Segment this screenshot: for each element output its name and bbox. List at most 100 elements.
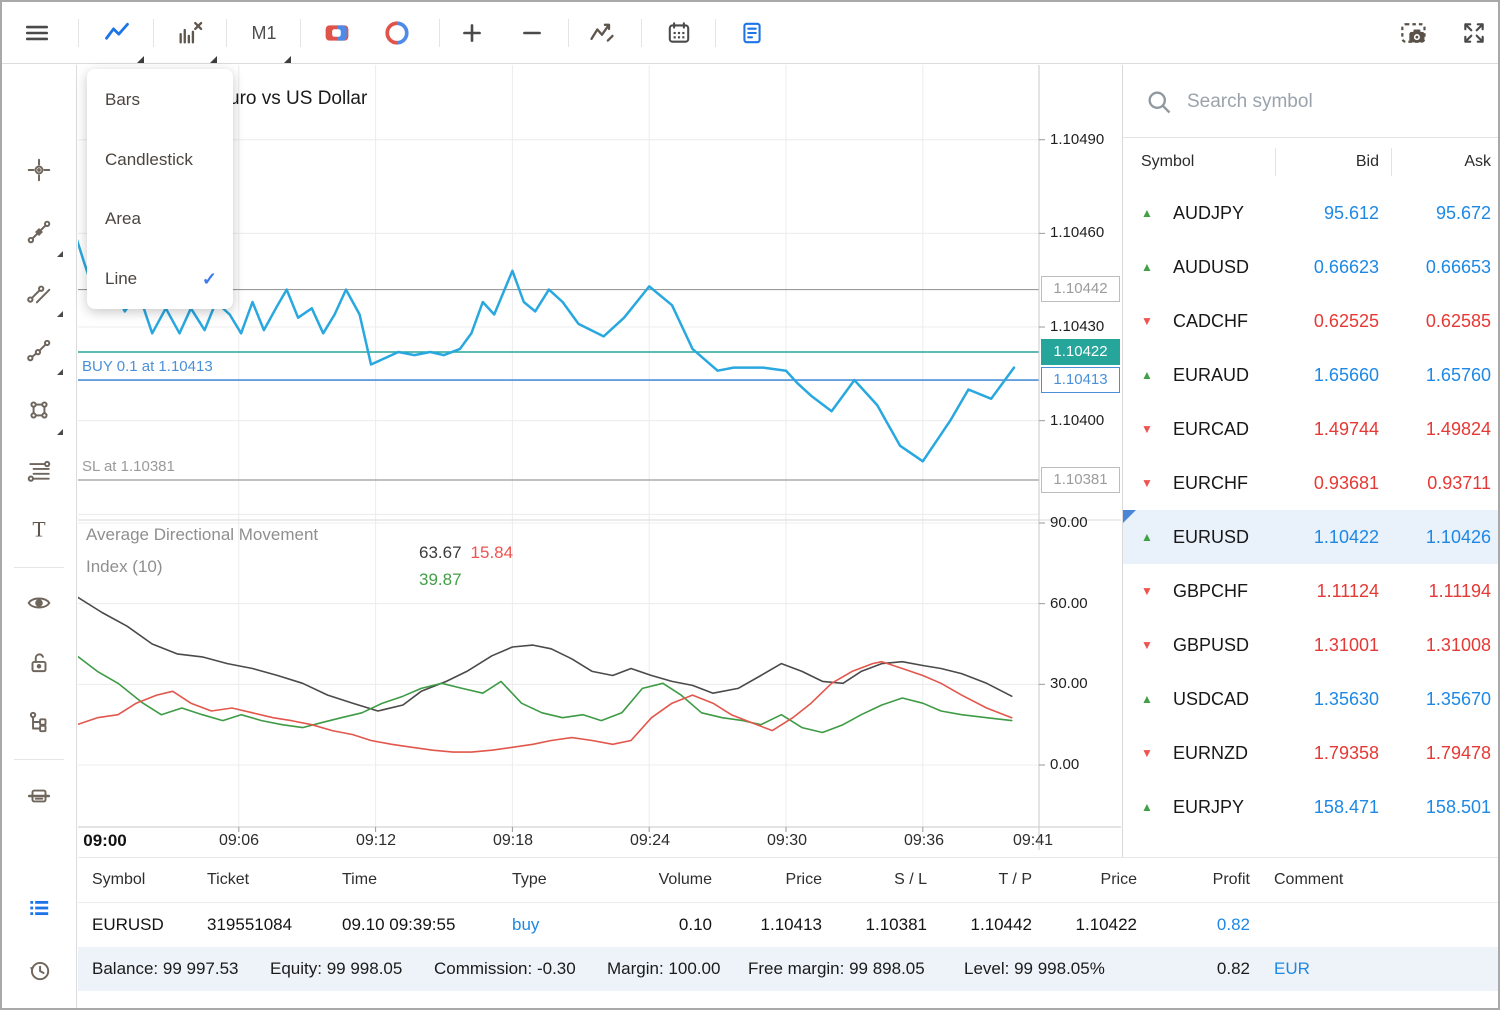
adx-value: 63.67 [419, 543, 462, 562]
bid-price: 95.612 [1291, 203, 1393, 224]
trend-arrow-icon: ▲ [1141, 260, 1173, 274]
shape-tool-button[interactable] [14, 385, 64, 435]
drawing-toolbar: T [2, 65, 77, 1010]
timeframe-button[interactable]: M1 [241, 10, 287, 56]
commission-value: Commission: -0.30 [434, 947, 576, 991]
time-axis-label: 09:41 [1013, 831, 1053, 851]
fibonacci-tool-button[interactable] [14, 445, 64, 495]
buy-position-line-label: BUY 0.1 at 1.10413 [82, 358, 213, 375]
chart-title: uro vs US Dollar [229, 88, 367, 110]
col-profit: Profit [1147, 858, 1250, 902]
current-price-tag: 1.10422 [1041, 339, 1120, 365]
market-row[interactable]: ▼EURCAD1.497441.49824 [1123, 402, 1500, 456]
menu-item-label: Bars [105, 90, 140, 109]
screenshot-camera-icon [1400, 19, 1428, 47]
search-icon [1145, 88, 1173, 116]
trade-list-button[interactable] [14, 883, 64, 933]
position-profit: 0.82 [1147, 903, 1250, 947]
menu-item-label: Line [105, 269, 137, 288]
indicator-title-line2: Index (10) [86, 557, 163, 577]
col-sl: S / L [832, 858, 927, 902]
symbol-name: AUDUSD [1173, 257, 1291, 278]
text-tool-button[interactable]: T [14, 505, 64, 555]
ask-price: 0.93711 [1393, 473, 1500, 494]
zoom-out-button[interactable] [509, 10, 555, 56]
document-icon [739, 20, 765, 46]
col-type: Type [512, 858, 547, 902]
trade-panel-button[interactable] [14, 771, 64, 821]
plus-di-value: 39.87 [419, 570, 462, 589]
bid-price: 1.79358 [1291, 743, 1393, 764]
market-row[interactable]: ▲AUDUSD0.666230.66653 [1123, 240, 1500, 294]
take-profit-price-tag: 1.10442 [1041, 276, 1120, 302]
search-input[interactable] [1185, 86, 1475, 118]
margin-value: Margin: 100.00 [607, 947, 720, 991]
buy-price-tag: 1.10413 [1041, 367, 1120, 393]
text-icon: T [26, 517, 52, 543]
trendline-tool-button[interactable] [14, 267, 64, 317]
account-currency: EUR [1274, 947, 1310, 991]
col-symbol: Symbol [92, 858, 145, 902]
market-row[interactable]: ▼GBPCHF1.111241.11194 [1123, 564, 1500, 618]
journal-button[interactable] [14, 1005, 64, 1010]
indicator-curve-icon [588, 19, 616, 47]
add-indicator-button[interactable] [579, 10, 625, 56]
news-button[interactable] [729, 10, 775, 56]
market-row-selected[interactable]: ▲EURUSD1.104221.10426 [1123, 510, 1500, 564]
market-row[interactable]: ▼EURCHF0.936810.93711 [1123, 456, 1500, 510]
history-clock-icon [26, 957, 52, 983]
position-ticket: 319551084 [207, 903, 292, 947]
toolbar: M1 [2, 2, 1498, 64]
ask-price: 158.501 [1393, 797, 1500, 818]
minus-di-value: 15.84 [471, 543, 514, 562]
time-axis-label: 09:18 [493, 831, 533, 851]
zoom-in-button[interactable] [449, 10, 495, 56]
polyline-tool-button[interactable] [14, 325, 64, 375]
trend-arrow-icon: ▼ [1141, 584, 1173, 598]
market-row[interactable]: ▼CADCHF0.625250.62585 [1123, 294, 1500, 348]
bid-price: 1.49744 [1291, 419, 1393, 440]
list-icon [26, 895, 52, 921]
bid-price: 1.10422 [1291, 527, 1393, 548]
position-time: 09.10 09:39:55 [342, 903, 455, 947]
plus-icon [459, 20, 485, 46]
indicators-remove-icon [176, 19, 204, 47]
ask-price: 95.672 [1393, 203, 1500, 224]
market-row[interactable]: ▲USDCAD1.356301.35670 [1123, 672, 1500, 726]
menu-item-candlestick[interactable]: Candlestick [87, 138, 233, 182]
indicators-button[interactable] [167, 10, 213, 56]
one-click-trading-button[interactable] [314, 10, 360, 56]
indicator-values-row2: 39.87 [419, 570, 462, 590]
fullscreen-button[interactable] [1451, 10, 1497, 56]
free-margin-value: Free margin: 99 898.05 [748, 947, 925, 991]
screenshot-button[interactable] [1391, 10, 1437, 56]
calendar-button[interactable] [656, 10, 702, 56]
trend-arrow-icon: ▲ [1141, 530, 1173, 544]
object-tree-button[interactable] [14, 697, 64, 747]
check-icon: ✓ [202, 257, 217, 301]
pie-chart-icon [384, 20, 410, 46]
crosshair-tool-button[interactable] [14, 145, 64, 195]
menu-button[interactable] [14, 10, 60, 56]
trend-arrow-icon: ▼ [1141, 476, 1173, 490]
bid-price: 1.11124 [1291, 581, 1393, 602]
market-row[interactable]: ▲AUDJPY95.61295.672 [1123, 186, 1500, 240]
price-axis-label: 1.10460 [1050, 223, 1104, 243]
polyline-icon [26, 337, 52, 363]
ruler-tool-button[interactable] [14, 207, 64, 257]
menu-item-line[interactable]: Line ✓ [87, 257, 233, 301]
margin-level-value: Level: 99 998.05% [964, 947, 1105, 991]
visibility-button[interactable] [14, 578, 64, 628]
market-row[interactable]: ▼GBPUSD1.310011.31008 [1123, 618, 1500, 672]
market-row[interactable]: ▼EURNZD1.793581.79478 [1123, 726, 1500, 780]
pie-chart-button[interactable] [374, 10, 420, 56]
menu-item-bars[interactable]: Bars [87, 78, 233, 122]
market-row[interactable]: ▲EURAUD1.656601.65760 [1123, 348, 1500, 402]
timeframe-label: M1 [251, 23, 276, 44]
chart-type-button[interactable] [94, 10, 140, 56]
menu-item-area[interactable]: Area [87, 197, 233, 241]
unlock-button[interactable] [14, 638, 64, 688]
market-row[interactable]: ▲EURJPY158.471158.501 [1123, 780, 1500, 834]
history-button[interactable] [14, 945, 64, 995]
symbol-name: EURJPY [1173, 797, 1291, 818]
